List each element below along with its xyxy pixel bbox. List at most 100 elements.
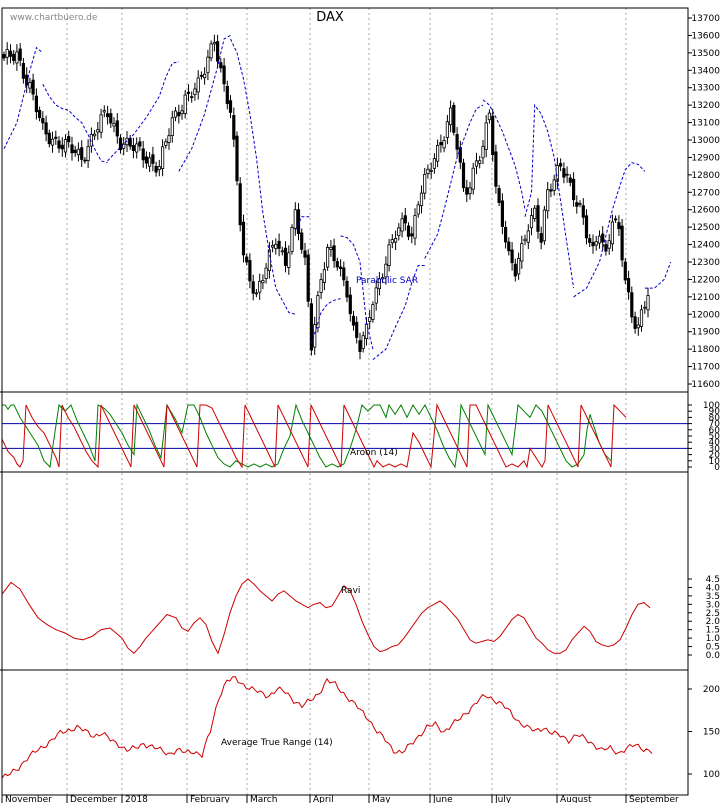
candle-body	[342, 267, 346, 281]
candle-body	[96, 129, 100, 133]
parabolic-sar-line	[310, 298, 341, 345]
candle-body	[614, 218, 618, 221]
candle-body	[141, 148, 145, 161]
candle-body	[67, 136, 71, 143]
ravi-tick-label: 3.0	[706, 600, 721, 610]
watermark-text: www.chartbuero.de	[10, 13, 98, 23]
candle-body	[18, 48, 22, 61]
candle-body	[364, 323, 369, 340]
candle-body	[374, 287, 378, 304]
candle-body	[594, 241, 598, 246]
aroon-tick-label: 90	[709, 407, 721, 417]
candle-body	[368, 317, 372, 322]
candle-body	[452, 105, 456, 133]
candle-body	[118, 137, 123, 151]
candle-body	[290, 227, 294, 252]
price-tick-label: 12700	[691, 188, 720, 198]
candle-body	[190, 96, 194, 98]
candle-body	[154, 165, 158, 173]
candle-body	[517, 257, 521, 275]
candle-body	[202, 73, 207, 79]
candle-body	[300, 232, 304, 250]
candle-body	[497, 188, 501, 203]
candle-body	[325, 246, 330, 268]
ravi-tick-label: 0.0	[706, 651, 721, 661]
candle-body	[355, 321, 359, 338]
candle-body	[536, 205, 540, 232]
candle-body	[371, 304, 375, 321]
parabolic-sar-line	[644, 261, 672, 289]
candle-body	[568, 177, 572, 183]
aroon-tick-label: 40	[709, 438, 721, 448]
candle-body	[245, 256, 249, 263]
candle-body	[160, 146, 165, 170]
candle-body	[487, 112, 492, 121]
candle-body	[646, 295, 650, 311]
candle-body	[258, 280, 262, 293]
candle-body	[115, 120, 119, 137]
ravi-line	[1, 578, 651, 655]
aroon-tick-label: 20	[709, 451, 721, 461]
candle-body	[261, 280, 265, 284]
frame-layer	[0, 7, 689, 796]
price-tick-label: 12200	[691, 275, 720, 285]
candle-body	[2, 54, 6, 59]
candle-body	[303, 250, 307, 258]
candle-body	[610, 221, 615, 245]
candle-body	[474, 160, 479, 167]
candle-body	[358, 340, 362, 352]
candle-body	[461, 162, 466, 189]
candle-body	[329, 246, 333, 250]
candle-body	[106, 113, 110, 118]
candle-body	[157, 166, 161, 170]
parabolic-sar-line	[42, 83, 108, 164]
candle-body	[565, 173, 569, 176]
candle-body	[390, 239, 394, 244]
ravi-tick-label: 4.5	[706, 575, 720, 585]
month-label: April	[313, 795, 334, 803]
candle-body	[44, 122, 48, 135]
candle-body	[135, 143, 139, 153]
atr-line	[1, 676, 653, 779]
candle-body	[617, 222, 621, 230]
candle-body	[542, 209, 547, 242]
ravi-tick-label: 1.0	[706, 634, 721, 644]
parabolic-sar-line	[424, 104, 484, 259]
candle-body	[15, 51, 19, 64]
candle-body	[215, 41, 220, 62]
candle-body	[167, 135, 171, 143]
candle-body	[400, 218, 404, 232]
candle-body	[588, 238, 592, 243]
price-tick-label: 12300	[691, 258, 720, 268]
candle-body	[513, 263, 517, 277]
ravi-tick-label: 1.5	[706, 626, 720, 636]
candle-body	[296, 209, 301, 234]
candle-body	[131, 145, 135, 151]
price-tick-label: 12100	[691, 293, 720, 303]
candle-body	[287, 252, 291, 268]
parabolic-sar-line	[573, 162, 646, 298]
candle-body	[70, 144, 74, 154]
parabolic-sar-line	[482, 99, 526, 210]
candle-body	[57, 140, 61, 149]
candle-body	[406, 225, 411, 237]
candle-body	[572, 178, 576, 201]
parabolic-sar-line	[294, 216, 312, 231]
candle-body	[439, 141, 443, 146]
aroon-tick-label: 10	[709, 457, 721, 467]
candle-body	[209, 43, 213, 59]
candle-body	[601, 233, 605, 243]
ravi-tick-label: 2.5	[706, 609, 720, 619]
candle-body	[196, 77, 200, 93]
candle-body	[60, 144, 64, 150]
price-tick-label: 13400	[691, 66, 720, 76]
price-tick-label: 12600	[691, 206, 720, 216]
candle-body	[623, 261, 627, 281]
candle-body	[549, 189, 553, 192]
candle-body	[50, 138, 55, 146]
price-tick-label: 12500	[691, 223, 720, 233]
ravi-tick-label: 3.5	[706, 592, 720, 602]
candle-body	[533, 207, 537, 219]
